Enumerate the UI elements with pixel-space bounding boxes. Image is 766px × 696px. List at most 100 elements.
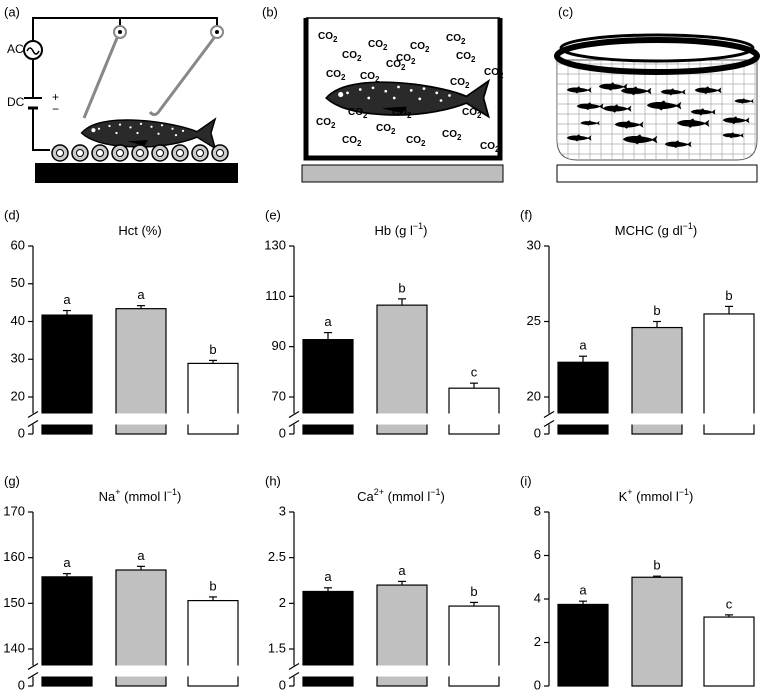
- title-superscript: −1: [679, 487, 689, 497]
- minus-label: −: [52, 102, 59, 116]
- title-text: ): [689, 489, 693, 504]
- co2-label: CO2: [484, 67, 504, 80]
- co2-text: CO: [348, 107, 363, 118]
- title-text: (mmol l: [633, 489, 679, 504]
- break-mark: [288, 671, 300, 680]
- co2-subscript: 2: [341, 73, 346, 82]
- co2-text: CO: [342, 135, 357, 146]
- panel-label: (b): [262, 4, 278, 19]
- ac-label: AC: [7, 42, 24, 56]
- co2-label: CO2: [348, 107, 368, 120]
- y-tick-label: 2: [534, 634, 541, 649]
- co2-label: CO2: [318, 31, 338, 44]
- dc-label: DC: [7, 95, 25, 109]
- co2-subscript: 2: [391, 127, 396, 136]
- co2-text: CO: [376, 123, 391, 134]
- y-tick-label: 150: [3, 595, 25, 610]
- y-tick-label: 0: [534, 425, 541, 440]
- chart-title: Na+ (mmol l−1): [99, 487, 182, 504]
- co2-subscript: 2: [331, 121, 336, 130]
- bar: [631, 576, 683, 687]
- break-mark: [27, 410, 39, 419]
- title-superscript: −1: [413, 221, 423, 231]
- co2-subscript: 2: [357, 139, 362, 148]
- title-text: Ca: [357, 489, 374, 504]
- break-mark: [543, 419, 555, 428]
- title-superscript: 2+: [374, 487, 384, 497]
- co2-text: CO: [396, 53, 411, 64]
- co2-label: CO2: [450, 77, 470, 90]
- co2-subscript: 2: [407, 111, 412, 120]
- break-mark: [27, 662, 39, 671]
- title-text: (mmol l: [384, 489, 430, 504]
- plus-label: +: [52, 90, 59, 104]
- y-tick-label: 1.5: [268, 640, 286, 655]
- co2-text: CO: [406, 135, 421, 146]
- significance-letter: b: [653, 303, 660, 318]
- co2-text: CO: [480, 141, 495, 152]
- panel-label: (i): [520, 473, 532, 488]
- co2-label: CO2: [368, 39, 388, 52]
- panel-label: (c): [558, 4, 573, 19]
- co2-label: CO2: [386, 59, 406, 72]
- y-tick-label: 30: [527, 237, 541, 252]
- roller-hubs: [56, 149, 224, 157]
- co2-label: CO2: [392, 107, 412, 120]
- significance-letter: a: [137, 287, 145, 302]
- co2-subscript: 2: [375, 75, 380, 84]
- title-text: MCHC (g dl: [615, 223, 683, 238]
- co2-label: CO2: [396, 53, 416, 66]
- axis-break: [286, 413, 501, 425]
- y-tick-label: 60: [11, 237, 25, 252]
- axis-break: [541, 413, 756, 425]
- panel-label: (f): [520, 207, 532, 222]
- chart-title: K+ (mmol l−1): [619, 487, 694, 504]
- co2-subscript: 2: [401, 63, 406, 72]
- co2-subscript: 2: [477, 111, 482, 120]
- significance-letter: c: [726, 596, 733, 611]
- y-tick-label: 0: [279, 677, 286, 692]
- significance-letter: b: [725, 288, 732, 303]
- y-tick-label: 90: [272, 338, 286, 353]
- ac-symbol: [26, 47, 40, 55]
- y-tick-label: 20: [11, 388, 25, 403]
- title-text: Na: [99, 489, 116, 504]
- co2-subscript: 2: [499, 71, 504, 80]
- co2-label: CO2: [342, 50, 362, 63]
- y-tick-label: 70: [272, 388, 286, 403]
- title-text: ): [423, 223, 427, 238]
- title-text: ): [693, 223, 697, 238]
- axis-break: [286, 665, 501, 677]
- title-superscript: +: [115, 487, 120, 497]
- co2-subscript: 2: [421, 139, 426, 148]
- co2-label: CO2: [462, 107, 482, 120]
- title-superscript: −1: [430, 487, 440, 497]
- panel-label: (g): [4, 473, 20, 488]
- co2-text: CO: [368, 39, 383, 50]
- y-tick-label: 170: [3, 503, 25, 518]
- pen-rail: [559, 33, 755, 63]
- co2-subscript: 2: [471, 55, 476, 64]
- significance-letter: b: [398, 280, 405, 295]
- bar: [557, 603, 609, 687]
- panel-label: (h): [265, 473, 281, 488]
- significance-letter: b: [653, 558, 660, 573]
- tank: [303, 18, 503, 161]
- significance-letter: a: [63, 292, 71, 307]
- y-tick-label: 20: [527, 388, 541, 403]
- illustration-a: (a) AC DC + −: [4, 4, 238, 183]
- y-tick-label: 40: [11, 313, 25, 328]
- co2-label: CO2: [342, 135, 362, 148]
- co2-subscript: 2: [457, 133, 462, 142]
- significance-letter: c: [471, 365, 478, 380]
- co2-text: CO: [392, 107, 407, 118]
- y-tick-label: 25: [527, 313, 541, 328]
- electrode: [215, 30, 219, 34]
- break-mark: [288, 419, 300, 428]
- title-text: Hb (g l: [375, 223, 413, 238]
- axis-break: [25, 665, 240, 677]
- co2-subscript: 2: [461, 37, 466, 46]
- break-mark: [27, 671, 39, 680]
